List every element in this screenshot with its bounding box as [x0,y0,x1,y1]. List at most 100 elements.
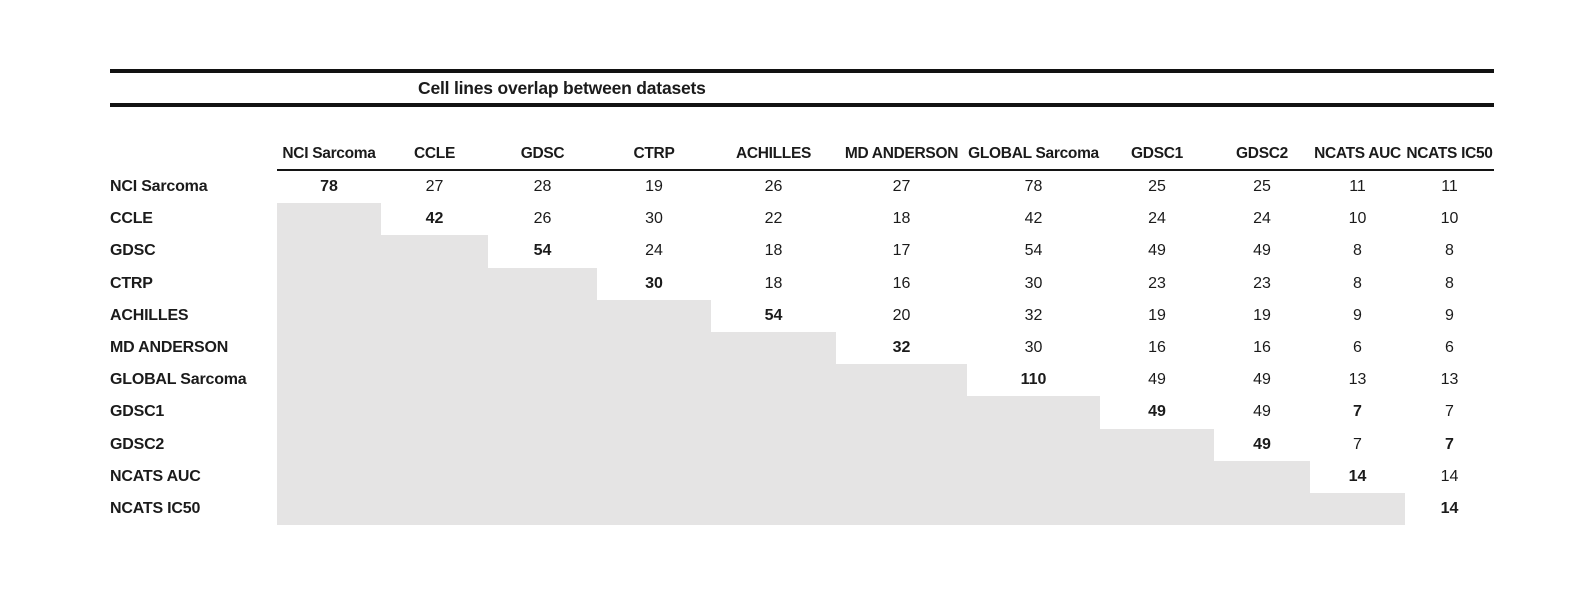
shaded-cell [277,460,381,493]
overlap-cell: 19 [1253,306,1271,324]
shaded-cell [381,460,488,493]
overlap-cell: 7 [1445,403,1454,421]
overlap-cell: 54 [533,242,552,260]
overlap-cell: 18 [764,242,783,260]
row-label-achilles: ACHILLES [110,306,189,324]
overlap-cell: 6 [1445,338,1454,356]
shaded-cell [488,428,597,461]
overlap-cell: 49 [1253,435,1271,453]
overlap-cell: 32 [1024,306,1043,324]
shaded-cell [836,364,967,397]
row-label-gdsc: GDSC [110,242,156,260]
row-label-global-sarcoma: GLOBAL Sarcoma [110,371,247,389]
overlap-cell: 6 [1353,338,1362,356]
overlap-cell: 110 [1020,371,1047,389]
shaded-cell [277,331,381,365]
overlap-cell: 18 [764,274,783,292]
shaded-cell [1100,428,1214,461]
shaded-cell [488,267,597,300]
column-header-gdsc: GDSC [488,139,597,171]
overlap-cell: 7 [1353,403,1362,421]
column-header-achilles: ACHILLES [711,139,836,171]
column-header-gdsc2: GDSC2 [1214,139,1310,171]
overlap-cell: 14 [1348,467,1367,485]
column-header-ccle: CCLE [381,139,488,171]
shaded-cell [597,396,711,429]
shaded-cell [277,396,381,429]
row-label-ncats-auc: NCATS AUC [110,467,201,485]
overlap-cell: 30 [645,210,663,228]
shaded-cell [488,364,597,397]
overlap-cell: 8 [1445,274,1454,292]
row-label-gdsc1: GDSC1 [110,403,165,421]
shaded-cell [597,460,711,493]
shaded-cell [277,428,381,461]
overlap-cell: 16 [1148,338,1166,356]
overlap-cell: 16 [1253,338,1271,356]
row-label-ccle: CCLE [110,210,153,228]
overlap-cell: 54 [1024,242,1043,260]
overlap-cell: 14 [1440,467,1459,485]
overlap-cell: 49 [1253,242,1271,260]
column-header-md-anderson: MD ANDERSON [836,139,967,171]
overlap-cell: 16 [892,274,911,292]
table-title: Cell lines overlap between datasets [418,77,706,98]
overlap-cell: 13 [1440,371,1459,389]
overlap-cell: 54 [764,306,783,324]
overlap-cell: 14 [1440,499,1459,517]
overlap-cell: 24 [1148,210,1166,228]
shaded-cell [277,299,381,332]
overlap-cell: 22 [764,210,783,228]
shaded-cell [711,428,836,461]
shaded-cell [597,299,711,332]
overlap-cell: 25 [1148,178,1166,195]
table-title-bar: Cell lines overlap between datasets [110,69,1494,107]
shaded-cell [277,267,381,300]
overlap-cell: 26 [764,178,783,195]
shaded-cell [711,396,836,429]
column-header-nci-sarcoma: NCI Sarcoma [277,139,381,171]
overlap-cell: 19 [1148,306,1166,324]
shaded-cell [381,331,488,365]
shaded-cell [836,428,967,461]
overlap-cell: 49 [1253,403,1271,421]
overlap-cell: 23 [1253,274,1271,292]
overlap-cell: 42 [1024,210,1043,228]
shaded-cell [597,364,711,397]
shaded-cell [967,460,1100,493]
shaded-cell [381,267,488,300]
shaded-cell [488,492,597,526]
overlap-cell: 30 [645,274,663,292]
overlap-cell: 10 [1440,210,1459,228]
shaded-cell [1310,492,1405,526]
shaded-cell [381,492,488,526]
table-corner-cell [110,139,277,171]
overlap-cell: 78 [320,178,338,195]
overlap-cell: 49 [1148,242,1166,260]
shaded-cell [488,460,597,493]
shaded-cell [597,428,711,461]
overlap-cell: 11 [1349,178,1366,195]
column-header-ncats-auc: NCATS AUC [1310,139,1405,171]
shaded-cell [711,460,836,493]
row-label-ncats-ic50: NCATS IC50 [110,499,201,517]
overlap-grid: NCI Sarcoma CCLE GDSC CTRP ACHILLES MD ANDERS… [110,139,1494,526]
overlap-cell: 23 [1148,274,1166,292]
overlap-cell: 24 [645,242,663,260]
overlap-cell: 26 [533,210,552,228]
shaded-cell [277,492,381,526]
shaded-cell [711,364,836,397]
shaded-cell [836,460,967,493]
row-label-nci-sarcoma: NCI Sarcoma [110,178,208,195]
shaded-cell [711,492,836,526]
overlap-cell: 9 [1353,306,1362,324]
shaded-cell [1100,460,1214,493]
overlap-cell: 17 [892,242,911,260]
overlap-cell: 9 [1445,306,1454,324]
shaded-cell [381,299,488,332]
overlap-cell: 13 [1348,371,1367,389]
overlap-cell: 49 [1253,371,1271,389]
overlap-cell: 78 [1024,178,1043,195]
overlap-table: Cell lines overlap between datasets NCI … [110,69,1494,526]
shaded-cell [381,235,488,268]
